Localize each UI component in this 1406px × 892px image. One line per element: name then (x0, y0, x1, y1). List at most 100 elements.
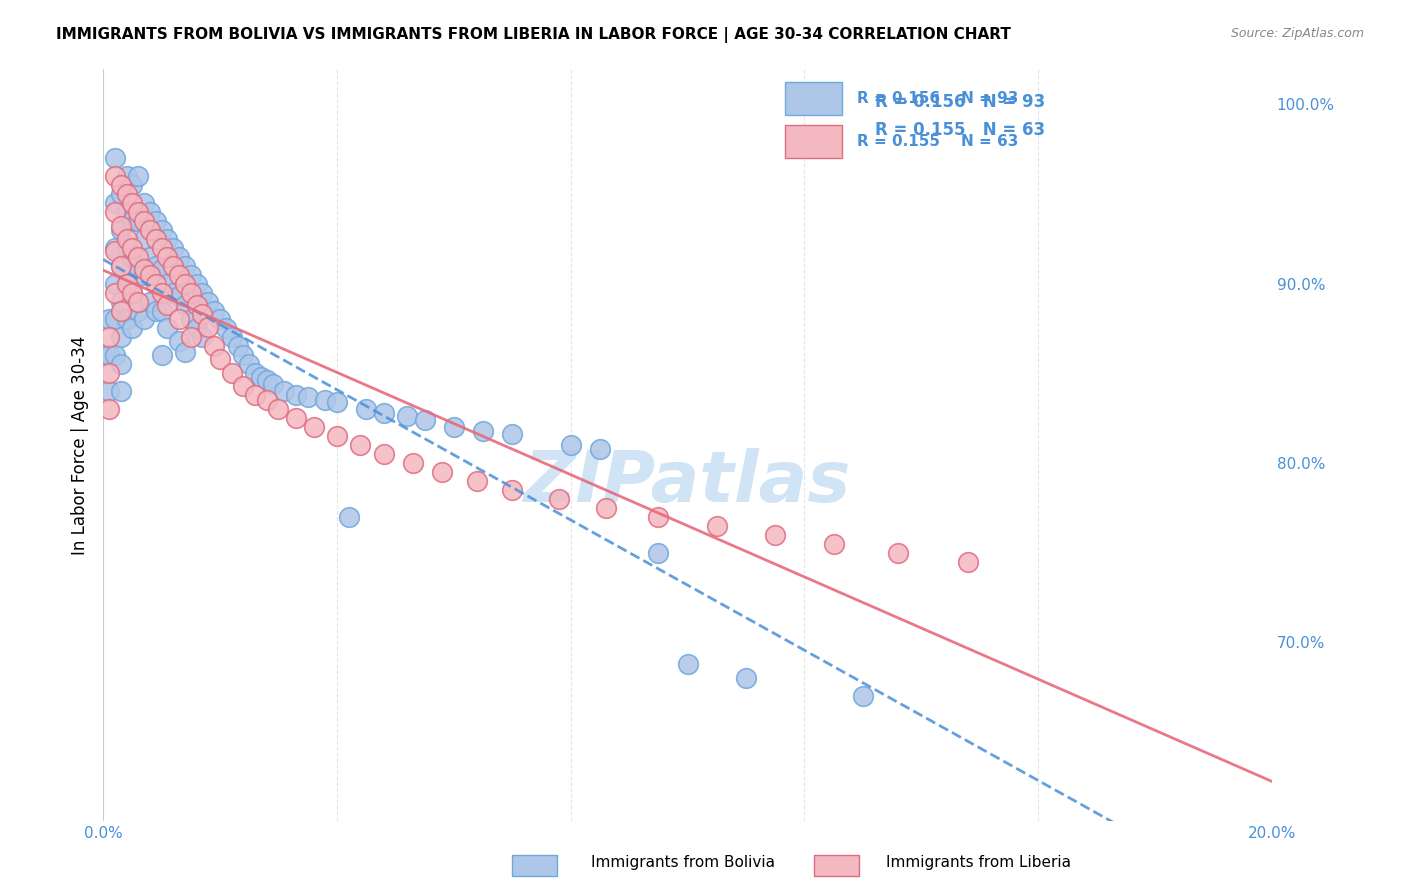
Text: IMMIGRANTS FROM BOLIVIA VS IMMIGRANTS FROM LIBERIA IN LABOR FORCE | AGE 30-34 CO: IMMIGRANTS FROM BOLIVIA VS IMMIGRANTS FR… (56, 27, 1011, 43)
Point (110, 219, 132, 234)
Point (191, 285, 214, 300)
Point (191, 307, 214, 321)
Point (121, 250, 143, 264)
Point (191, 330, 214, 344)
Point (121, 285, 143, 300)
Point (145, 214, 167, 228)
Point (430, 465, 453, 479)
Point (115, 312, 138, 326)
Point (98, 348, 121, 362)
Point (132, 214, 155, 228)
Point (132, 232, 155, 246)
Point (676, 657, 699, 671)
Point (115, 277, 138, 291)
Point (232, 379, 254, 393)
Text: Immigrants from Bolivia: Immigrants from Bolivia (591, 855, 775, 870)
Point (326, 429, 349, 443)
Point (215, 321, 238, 335)
Point (104, 312, 127, 326)
Point (256, 374, 278, 388)
Point (186, 277, 208, 291)
Point (115, 277, 138, 291)
Point (110, 357, 132, 371)
Point (297, 390, 319, 404)
Point (167, 250, 190, 264)
Point (121, 214, 143, 228)
Point (232, 348, 254, 362)
Bar (814, 855, 859, 876)
Point (823, 536, 845, 550)
Point (595, 500, 617, 515)
Y-axis label: In Labor Force | Age 30-34: In Labor Force | Age 30-34 (72, 335, 89, 555)
Point (156, 250, 179, 264)
Point (104, 244, 127, 259)
Point (98, 366, 121, 380)
Point (337, 509, 360, 524)
Point (156, 232, 179, 246)
Point (647, 509, 669, 524)
Point (202, 339, 225, 353)
Point (174, 298, 197, 312)
Point (121, 241, 143, 255)
Point (139, 205, 162, 219)
Point (132, 268, 155, 282)
Point (167, 334, 190, 348)
Text: Source: ZipAtlas.com: Source: ZipAtlas.com (1230, 27, 1364, 40)
Point (221, 330, 243, 344)
Point (115, 241, 138, 255)
Point (956, 555, 979, 569)
Point (145, 277, 167, 291)
Point (110, 303, 132, 318)
Point (104, 205, 127, 219)
Point (104, 169, 127, 183)
Point (139, 294, 162, 309)
Point (238, 357, 260, 371)
Point (98, 348, 121, 362)
Point (647, 545, 669, 559)
Point (706, 518, 728, 533)
Point (174, 277, 197, 291)
Point (560, 438, 582, 452)
Point (115, 205, 138, 219)
Point (110, 259, 132, 273)
Point (110, 259, 132, 273)
Point (110, 294, 132, 309)
Point (243, 388, 266, 402)
Text: ZIPatlas: ZIPatlas (524, 448, 851, 517)
Point (132, 196, 155, 211)
Point (262, 377, 284, 392)
Point (501, 427, 523, 442)
Point (110, 178, 132, 192)
Point (162, 241, 184, 255)
Point (243, 366, 266, 380)
Point (139, 250, 162, 264)
Point (735, 671, 758, 685)
Text: Immigrants from Liberia: Immigrants from Liberia (886, 855, 1071, 870)
Point (127, 259, 149, 273)
Point (110, 384, 132, 399)
Point (273, 384, 295, 399)
Point (314, 393, 336, 408)
Point (139, 223, 162, 237)
Point (127, 205, 149, 219)
Point (127, 214, 149, 228)
Point (121, 285, 143, 300)
Point (186, 321, 208, 335)
Point (115, 186, 138, 201)
Point (548, 491, 571, 506)
Point (208, 312, 231, 326)
Point (145, 232, 167, 246)
Point (98, 330, 121, 344)
Point (349, 438, 371, 452)
Point (267, 402, 290, 417)
Point (443, 420, 465, 434)
Point (121, 321, 143, 335)
Point (127, 294, 149, 309)
Text: R = 0.155   N = 63: R = 0.155 N = 63 (875, 121, 1045, 139)
Point (121, 196, 143, 211)
Bar (512, 855, 557, 876)
Point (162, 285, 184, 300)
Point (413, 413, 436, 427)
Point (180, 330, 202, 344)
Point (186, 298, 208, 312)
